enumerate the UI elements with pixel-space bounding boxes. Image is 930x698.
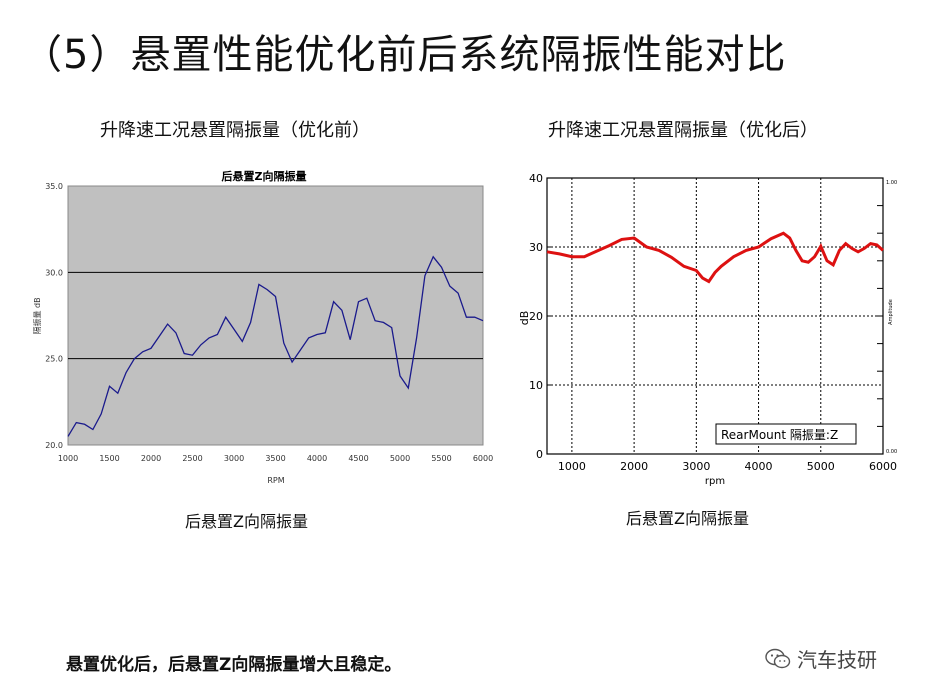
left-x-tick-label: 2500	[182, 454, 202, 463]
slide-title: （5）悬置性能优化前后系统隔振性能对比	[22, 32, 787, 78]
left-x-tick-label: 5000	[390, 454, 410, 463]
right-y-tick-label: 30	[529, 241, 543, 254]
right-y-tick-label: 0	[536, 448, 543, 461]
right-y-tick-label: 10	[529, 379, 543, 392]
left-x-tick-label: 1000	[58, 454, 78, 463]
left-panel-title: 升降速工况悬置隔振量（优化前）	[100, 120, 370, 141]
left-x-tick-label: 3500	[265, 454, 285, 463]
right-y-axis-label: dB	[520, 311, 531, 326]
watermark-text: 汽车技研	[797, 648, 877, 672]
left-x-tick-label: 3000	[224, 454, 244, 463]
wechat-icon	[765, 648, 791, 668]
left-chart-title: 后悬置Z向隔振量	[222, 169, 307, 183]
left-plot-area	[67, 185, 484, 446]
left-y-axis-label: 隔振量 dB	[32, 297, 42, 334]
right-x-tick-label: 1000	[558, 460, 586, 473]
left-y-tick-label: 35.0	[45, 182, 63, 191]
right-legend-label: RearMount 隔振量:Z	[721, 428, 838, 442]
left-chart-caption: 后悬置Z向隔振量	[185, 512, 308, 531]
right-y-tick-label: 40	[529, 172, 543, 185]
right-axis-bottom-label: 0.00	[886, 449, 897, 455]
left-x-axis-label: RPM	[267, 476, 284, 485]
watermark: 汽车技研	[765, 644, 877, 673]
left-chart: 后悬置Z向隔振量 20.0 25.0 30.0 35.0 1000 1500 2000 25…	[32, 169, 493, 485]
left-x-tick-label: 4500	[348, 454, 368, 463]
left-y-tick-label: 30.0	[45, 268, 63, 277]
conclusion-text: 悬置优化后，后悬置Z向隔振量增大且稳定。	[66, 655, 402, 675]
right-panel-title: 升降速工况悬置隔振量（优化后）	[548, 120, 818, 141]
right-axis-top-label: 1.00	[886, 180, 897, 186]
left-x-tick-label: 5500	[431, 454, 451, 463]
left-y-tick-label: 20.0	[45, 441, 63, 450]
left-series-line	[67, 255, 484, 437]
left-x-tick-label: 1500	[99, 454, 119, 463]
right-x-tick-label: 6000	[869, 460, 897, 473]
right-x-tick-label: 5000	[807, 460, 835, 473]
right-y-tick-label: 20	[529, 310, 543, 323]
right-series-line	[546, 231, 884, 284]
left-x-tick-label: 4000	[307, 454, 327, 463]
right-x-tick-label: 2000	[620, 460, 648, 473]
left-x-tick-label: 6000	[473, 454, 493, 463]
right-x-tick-label: 3000	[682, 460, 710, 473]
left-y-tick-label: 25.0	[45, 355, 63, 364]
left-x-tick-label: 2000	[141, 454, 161, 463]
right-chart: 0 10 20 30 40 1000 2000 3000 4000 5000 6000 dB rp…	[520, 172, 897, 487]
right-axis-amplitude-label: Amplitude	[888, 299, 894, 325]
right-x-tick-label: 4000	[745, 460, 773, 473]
right-chart-caption: 后悬置Z向隔振量	[626, 509, 749, 528]
right-x-axis-label: rpm	[705, 476, 725, 487]
right-legend: RearMount 隔振量:Z	[715, 423, 857, 445]
